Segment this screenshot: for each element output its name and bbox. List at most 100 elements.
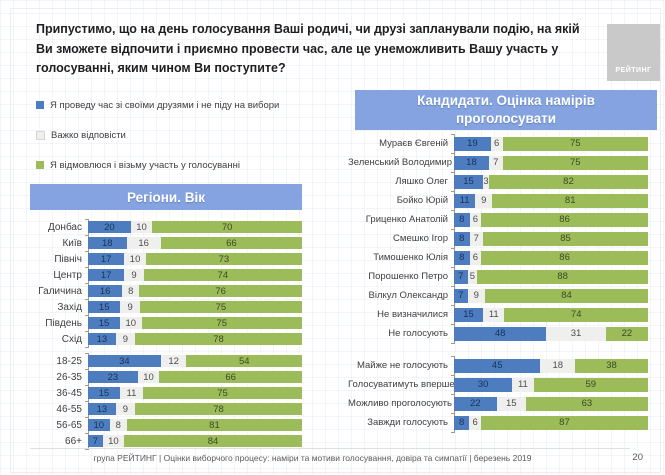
candidates-group: Мураєв Євгеній 19 6 75 Зеленський Володимир 1… (348, 134, 648, 344)
row-label: 56-65 (56, 419, 82, 431)
chart-row: Гриценко Анатолій 8 6 86 (348, 210, 648, 229)
stacked-bar: 7 10 84 (88, 435, 302, 447)
bar-segment-hard-to-answer: 10 (120, 317, 142, 329)
bar-value: 66 (225, 371, 236, 383)
bar-value: 75 (217, 387, 228, 399)
bar-value: 8 (459, 214, 465, 225)
stacked-bar: 16 8 76 (88, 285, 302, 297)
row-label: 26-35 (56, 371, 82, 383)
chart-row: 46-55 13 9 78 (30, 401, 302, 417)
bar-value: 82 (563, 176, 574, 187)
bar-segment-will-vote: 86 (481, 250, 648, 265)
bar-segment-friends-no-vote: 34 (88, 355, 161, 367)
bar-value: 20 (104, 221, 115, 233)
age-group: 18-25 34 12 54 26-35 23 10 66 36-45 15 11 75 46-55 13… (30, 353, 303, 450)
bar-segment-hard-to-answer: 7 (488, 155, 503, 170)
bar-segment-will-vote: 82 (488, 174, 648, 189)
bar-segment-friends-no-vote: 20 (88, 221, 131, 233)
bar-segment-friends-no-vote: 15 (88, 317, 121, 329)
chart-row: Тимошенко Юлія 8 6 86 (348, 248, 648, 267)
row-label: Не голосують (388, 328, 448, 339)
row-label: 36-45 (56, 387, 82, 399)
bar-segment-hard-to-answer: 18 (540, 358, 576, 373)
bar-value: 7 (458, 290, 464, 301)
row-label: 66+ (65, 435, 82, 447)
bar-value: 88 (557, 271, 568, 282)
row-label: Не визначилися (377, 309, 448, 320)
bar-value: 15 (98, 387, 110, 399)
chart-row: Схід 13 9 78 (30, 331, 302, 347)
stacked-bar: 15 11 74 (454, 307, 648, 322)
bar-segment-will-vote: 75 (502, 155, 648, 170)
bar-value: 45 (491, 360, 503, 371)
row-label: Центр (53, 269, 82, 281)
page-number: 20 (632, 452, 643, 463)
row-label: Зеленський Володимир (348, 157, 452, 168)
bar-segment-will-vote: 73 (145, 253, 302, 265)
bar-segment-hard-to-answer: 12 (160, 355, 187, 367)
bar-value: 6 (494, 138, 500, 149)
chart-row: 56-65 10 8 81 (30, 417, 302, 433)
bar-value: 8 (459, 417, 465, 428)
bar-segment-friends-no-vote: 23 (88, 371, 138, 383)
stacked-bar: 8 6 87 (454, 415, 648, 430)
bar-segment-will-vote: 75 (141, 317, 302, 329)
bar-segment-hard-to-answer: 9 (115, 333, 136, 345)
bar-value: 7 (473, 233, 479, 244)
bar-value: 10 (136, 221, 147, 233)
bar-value: 22 (470, 398, 481, 409)
row-label: 46-55 (56, 403, 82, 415)
bar-segment-hard-to-answer: 9 (475, 193, 493, 208)
bar-segment-friends-no-vote: 17 (88, 253, 125, 265)
row-label: Бойко Юрій (396, 195, 448, 206)
stacked-bar: 48 31 22 (454, 326, 648, 341)
bar-value: 70 (221, 221, 233, 233)
bar-value: 9 (122, 403, 129, 415)
row-label: Вілкул Олександр (368, 290, 448, 301)
bar-value: 81 (564, 195, 576, 206)
bar-segment-hard-to-answer: 9 (120, 301, 140, 313)
bar-segment-hard-to-answer: 7 (469, 231, 484, 246)
bar-value: 73 (218, 253, 230, 265)
stacked-bar: 13 9 78 (88, 333, 302, 345)
bar-segment-hard-to-answer: 6 (469, 250, 482, 265)
bar-value: 10 (125, 317, 137, 329)
bar-segment-will-vote: 75 (139, 301, 302, 313)
bar-segment-friends-no-vote: 13 (88, 403, 116, 415)
row-label: Київ (62, 237, 82, 249)
row-label: 18-25 (56, 355, 82, 367)
stacked-bar: 23 10 66 (88, 371, 302, 383)
bar-segment-friends-no-vote: 8 (454, 231, 470, 246)
bar-segment-hard-to-answer: 10 (102, 435, 125, 447)
bar-segment-hard-to-answer: 6 (469, 212, 482, 227)
bar-value: 84 (207, 435, 219, 447)
bar-segment-friends-no-vote: 8 (454, 212, 470, 227)
bar-segment-will-vote: 76 (139, 285, 302, 297)
bar-segment-hard-to-answer: 16 (126, 237, 161, 249)
bar-segment-friends-no-vote: 8 (454, 415, 470, 430)
chart-row: Південь 15 10 75 (30, 315, 302, 331)
bar-value: 6 (472, 214, 478, 225)
bar-value: 8 (459, 252, 465, 263)
row-label: Схід (61, 333, 82, 345)
chart-row: Вілкул Олександр 7 9 84 (348, 286, 648, 305)
bar-value: 78 (213, 333, 224, 345)
regions-age-chart-title: Регіони. Вік (30, 184, 302, 210)
chart-row: Галичина 16 8 76 (30, 283, 302, 299)
chart-row: Майже не голосують 45 18 38 (348, 356, 648, 375)
bar-segment-friends-no-vote: 15 (88, 387, 120, 399)
bar-value: 15 (463, 309, 474, 320)
row-label: Донбас (47, 221, 82, 233)
row-label: Тимошенко Юлія (373, 252, 448, 263)
bar-segment-friends-no-vote: 7 (88, 435, 103, 447)
bar-segment-hard-to-answer: 3 (483, 174, 489, 189)
bar-value: 63 (581, 398, 593, 409)
bar-value: 78 (213, 403, 224, 415)
bar-value: 7 (493, 157, 499, 168)
bar-value: 11 (488, 309, 499, 320)
legend-swatch-will-vote-icon (36, 161, 44, 169)
bar-value: 85 (560, 233, 571, 244)
stacked-bar: 30 11 59 (454, 377, 648, 392)
chart-row: Не визначилися 15 11 74 (348, 305, 648, 324)
stacked-bar: 11 9 81 (454, 193, 648, 208)
